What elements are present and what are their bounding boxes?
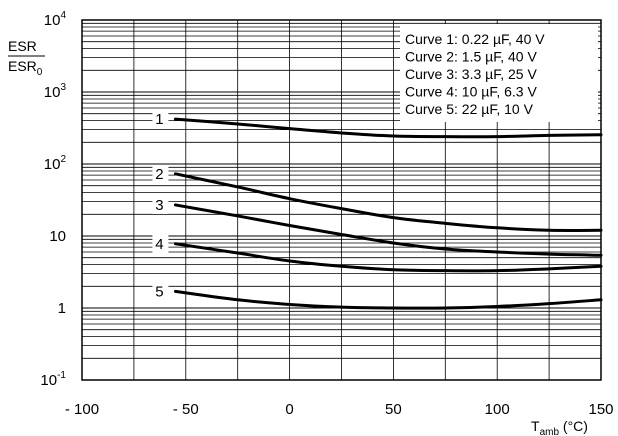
curve-4-label: 4 [155,236,163,253]
y-tick-label: 10-1 [40,370,66,389]
x-tick-label: 50 [385,401,402,418]
curve-1-label: 1 [155,111,163,128]
y-tick-label: 1 [58,300,66,317]
y-axis-label: ESR ESR0 [8,38,45,78]
y-tick-label: 10 [49,228,66,245]
legend-box [400,24,598,122]
y-tick-label: 102 [44,154,67,173]
legend-entry: Curve 3: 3.3 µF, 25 V [405,66,537,82]
curve-1-line [173,117,603,139]
plot-frame [81,19,602,381]
legend-entry: Curve 5: 22 µF, 10 V [405,101,534,117]
curve-3-label-bg [152,195,169,214]
x-tick-label: 150 [588,401,613,418]
curve-4-label-bg [152,234,169,253]
curve-3-label: 3 [155,197,163,214]
x-tick-label: 100 [485,401,510,418]
curve-5-label-bg [152,282,169,301]
legend: Curve 1: 0.22 µF, 40 V Curve 2: 1.5 µF, … [400,24,598,122]
data-series: 1 2 3 4 5 [152,110,603,310]
curve-2-label: 2 [155,166,163,183]
curve-5-line [173,289,603,310]
x-tick-label: - 100 [65,401,99,418]
y-tick-label: 103 [44,82,67,101]
curve-5-label: 5 [155,283,163,300]
y-label-numerator: ESR [8,38,37,54]
axis-tick-labels: - 100 - 50 0 50 100 150 10-1 1 10 102 103 104 [40,10,613,418]
x-tick-label: 0 [285,401,293,418]
curve-2-label-bg [152,164,169,183]
curve-3-line [173,203,603,257]
curve-1-label-bg [152,110,169,129]
y-tick-label: 104 [44,10,67,29]
x-axis-label: Tamb (°C) [531,418,588,436]
x-tick-label: - 50 [173,401,199,418]
legend-entry: Curve 2: 1.5 µF, 40 V [405,49,537,65]
legend-entry: Curve 1: 0.22 µF, 40 V [405,31,545,47]
curve-2-line [173,172,603,232]
legend-entry: Curve 4: 10 µF, 6.3 V [405,84,537,100]
curve-4-line [173,242,603,273]
y-label-denominator: ESR0 [8,58,43,78]
